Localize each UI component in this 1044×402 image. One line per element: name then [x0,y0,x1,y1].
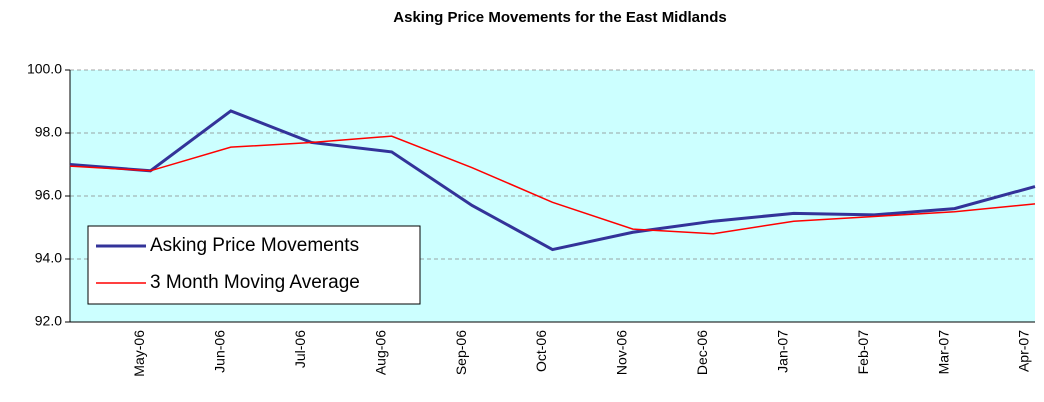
x-tick-label: Feb-07 [855,330,871,375]
y-tick-label: 94.0 [35,250,62,266]
legend-label: 3 Month Moving Average [150,272,360,293]
x-tick-label: May-06 [131,330,147,377]
x-tick-label: Dec-06 [694,330,710,375]
x-tick-label: Mar-07 [935,330,951,375]
y-tick-label: 92.0 [35,313,62,329]
x-tick-label: Jun-06 [212,330,228,373]
x-tick-label: Aug-06 [372,330,388,375]
legend-label: Asking Price Movements [150,235,359,256]
legend-box [87,225,421,305]
y-tick-label: 100.0 [27,61,62,77]
series-line [69,135,1036,235]
x-tick-label: Oct-06 [533,330,549,372]
x-tick-label: Nov-06 [614,330,630,375]
x-tick-label: Jul-06 [292,330,308,368]
chart-title: Asking Price Movements for the East Midl… [393,9,726,26]
x-tick-label: Jan-07 [774,330,790,373]
x-tick-label: Apr-07 [1016,330,1032,372]
y-tick-label: 96.0 [35,187,62,203]
y-tick-label: 98.0 [35,124,62,140]
x-tick-label: Sep-06 [453,330,469,375]
series-line [69,109,1036,252]
